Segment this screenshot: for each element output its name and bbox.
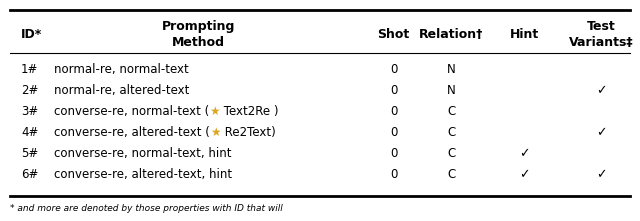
Text: ✓: ✓	[520, 168, 530, 181]
Text: C: C	[447, 126, 455, 139]
Text: 4#: 4#	[21, 126, 38, 139]
Text: converse-re, normal-text (: converse-re, normal-text (	[54, 105, 210, 118]
Text: converse-re, altered-text, hint: converse-re, altered-text, hint	[54, 168, 232, 181]
Text: converse-re, normal-text, hint: converse-re, normal-text, hint	[54, 147, 232, 160]
Text: C: C	[447, 168, 455, 181]
Text: 1#: 1#	[21, 63, 38, 76]
Text: 3#: 3#	[21, 105, 38, 118]
Text: ★: ★	[210, 105, 220, 118]
Text: C: C	[447, 147, 455, 160]
Text: converse-re, altered-text (: converse-re, altered-text (	[54, 126, 211, 139]
Text: ✓: ✓	[596, 84, 607, 97]
Text: * and more are denoted by those properties with ID that will: * and more are denoted by those properti…	[10, 204, 282, 213]
Text: N: N	[447, 63, 456, 76]
Text: normal-re, altered-text: normal-re, altered-text	[54, 84, 190, 97]
Text: C: C	[447, 105, 455, 118]
Text: N: N	[447, 84, 456, 97]
Text: ★: ★	[211, 126, 221, 139]
Text: ✓: ✓	[596, 168, 607, 181]
Text: 2#: 2#	[21, 84, 38, 97]
Text: Relation†: Relation†	[419, 28, 483, 41]
Text: 6#: 6#	[21, 168, 38, 181]
Text: 0: 0	[390, 126, 397, 139]
Text: ID*: ID*	[21, 28, 42, 41]
Text: 0: 0	[390, 147, 397, 160]
Text: 0: 0	[390, 168, 397, 181]
Text: Hint: Hint	[510, 28, 540, 41]
Text: 0: 0	[390, 63, 397, 76]
Text: 0: 0	[390, 84, 397, 97]
Text: Prompting
Method: Prompting Method	[162, 20, 235, 49]
Text: 0: 0	[390, 105, 397, 118]
Text: ✓: ✓	[520, 147, 530, 160]
Text: Re2Text): Re2Text)	[221, 126, 276, 139]
Text: Shot: Shot	[378, 28, 410, 41]
Text: normal-re, normal-text: normal-re, normal-text	[54, 63, 189, 76]
Text: Text2Re ): Text2Re )	[220, 105, 278, 118]
Text: Test
Variants‡: Test Variants‡	[570, 20, 634, 49]
Text: ✓: ✓	[596, 126, 607, 139]
Text: 5#: 5#	[21, 147, 38, 160]
